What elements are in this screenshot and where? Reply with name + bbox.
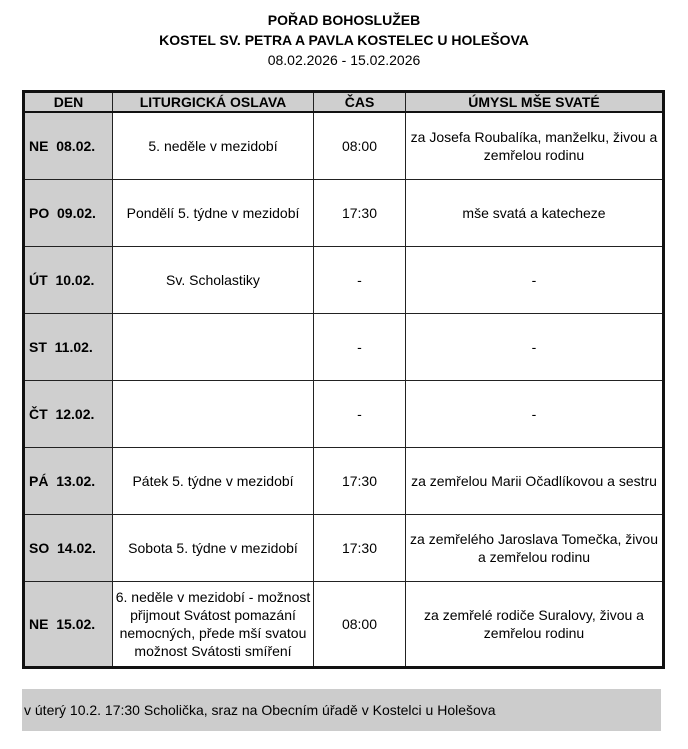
intention-cell: za zemřelé rodiče Suralovy, živou a zemř… [405, 581, 664, 668]
day-cell: ÚT 10.02. [23, 246, 113, 314]
time-cell: - [313, 313, 406, 381]
table-row: ST 11.02. - - [23, 313, 664, 381]
celebration-cell: Pátek 5. týdne v mezidobí [112, 447, 314, 515]
time-cell: - [313, 246, 406, 314]
celebration-cell: Pondělí 5. týdne v mezidobí [112, 179, 314, 247]
date-range: 08.02.2026 - 15.02.2026 [267, 52, 421, 68]
celebration-cell: 5. neděle v mezidobí [112, 111, 314, 180]
intention-cell: - [405, 246, 664, 314]
time-cell: 08:00 [313, 111, 406, 180]
day-cell: NE 15.02. [23, 581, 113, 668]
day-cell: PO 09.02. [23, 179, 113, 247]
column-header-intention: ÚMYSL MŠE SVATÉ [405, 91, 664, 113]
table-row: ČT 12.02. - - [23, 380, 664, 448]
table-header: DEN LITURGICKÁ OSLAVA ČAS ÚMYSL MŠE SVAT… [23, 91, 664, 113]
table-row: PÁ 13.02. Pátek 5. týdne v mezidobí 17:30 z… [23, 447, 664, 515]
celebration-cell: 6. neděle v mezidobí - možnost přijmout … [112, 581, 314, 668]
announcement-note: v úterý 10.2. 17:30 Scholička, sraz na O… [22, 689, 661, 731]
celebration-cell: Sobota 5. týdne v mezidobí [112, 514, 314, 582]
time-cell: 17:30 [313, 514, 406, 582]
column-header-celebration: LITURGICKÁ OSLAVA [112, 91, 314, 113]
day-cell: ČT 12.02. [23, 380, 113, 448]
intention-cell: za zemřelého Jaroslava Tomečka, živou a … [405, 514, 664, 582]
time-cell: - [313, 380, 406, 448]
celebration-cell [112, 380, 314, 448]
church-name: KOSTEL SV. PETRA A PAVLA KOSTELEC U HOLE… [159, 32, 529, 48]
intention-cell: za zemřelou Marii Očadlíkovou a sestru [405, 447, 664, 515]
schedule-table: DEN LITURGICKÁ OSLAVA ČAS ÚMYSL MŠE SVAT… [22, 90, 665, 669]
table-row: PO 09.02. Pondělí 5. týdne v mezidobí 17:3… [23, 179, 664, 247]
intention-cell: za Josefa Roubalíka, manželku, živou a z… [405, 111, 664, 180]
table-row: SO 14.02. Sobota 5. týdne v mezidobí 17:30… [23, 514, 664, 582]
table-row: NE 08.02. 5. neděle v mezidobí 08:00 za Jos… [23, 111, 664, 180]
day-cell: ST 11.02. [23, 313, 113, 381]
document-title: POŘAD BOHOSLUŽEB [267, 12, 421, 28]
day-cell: NE 08.02. [23, 111, 113, 180]
day-cell: SO 14.02. [23, 514, 113, 582]
intention-cell: - [405, 380, 664, 448]
time-cell: 17:30 [313, 179, 406, 247]
time-cell: 17:30 [313, 447, 406, 515]
table-row: ÚT 10.02. Sv. Scholastiky - - [23, 246, 664, 314]
intention-cell: mše svatá a katecheze [405, 179, 664, 247]
table-row: NE 15.02. 6. neděle v mezidobí - možnost … [23, 581, 664, 668]
day-cell: PÁ 13.02. [23, 447, 113, 515]
celebration-cell [112, 313, 314, 381]
column-header-time: ČAS [313, 91, 406, 113]
column-header-day: DEN [23, 91, 113, 113]
intention-cell: - [405, 313, 664, 381]
celebration-cell: Sv. Scholastiky [112, 246, 314, 314]
time-cell: 08:00 [313, 581, 406, 668]
